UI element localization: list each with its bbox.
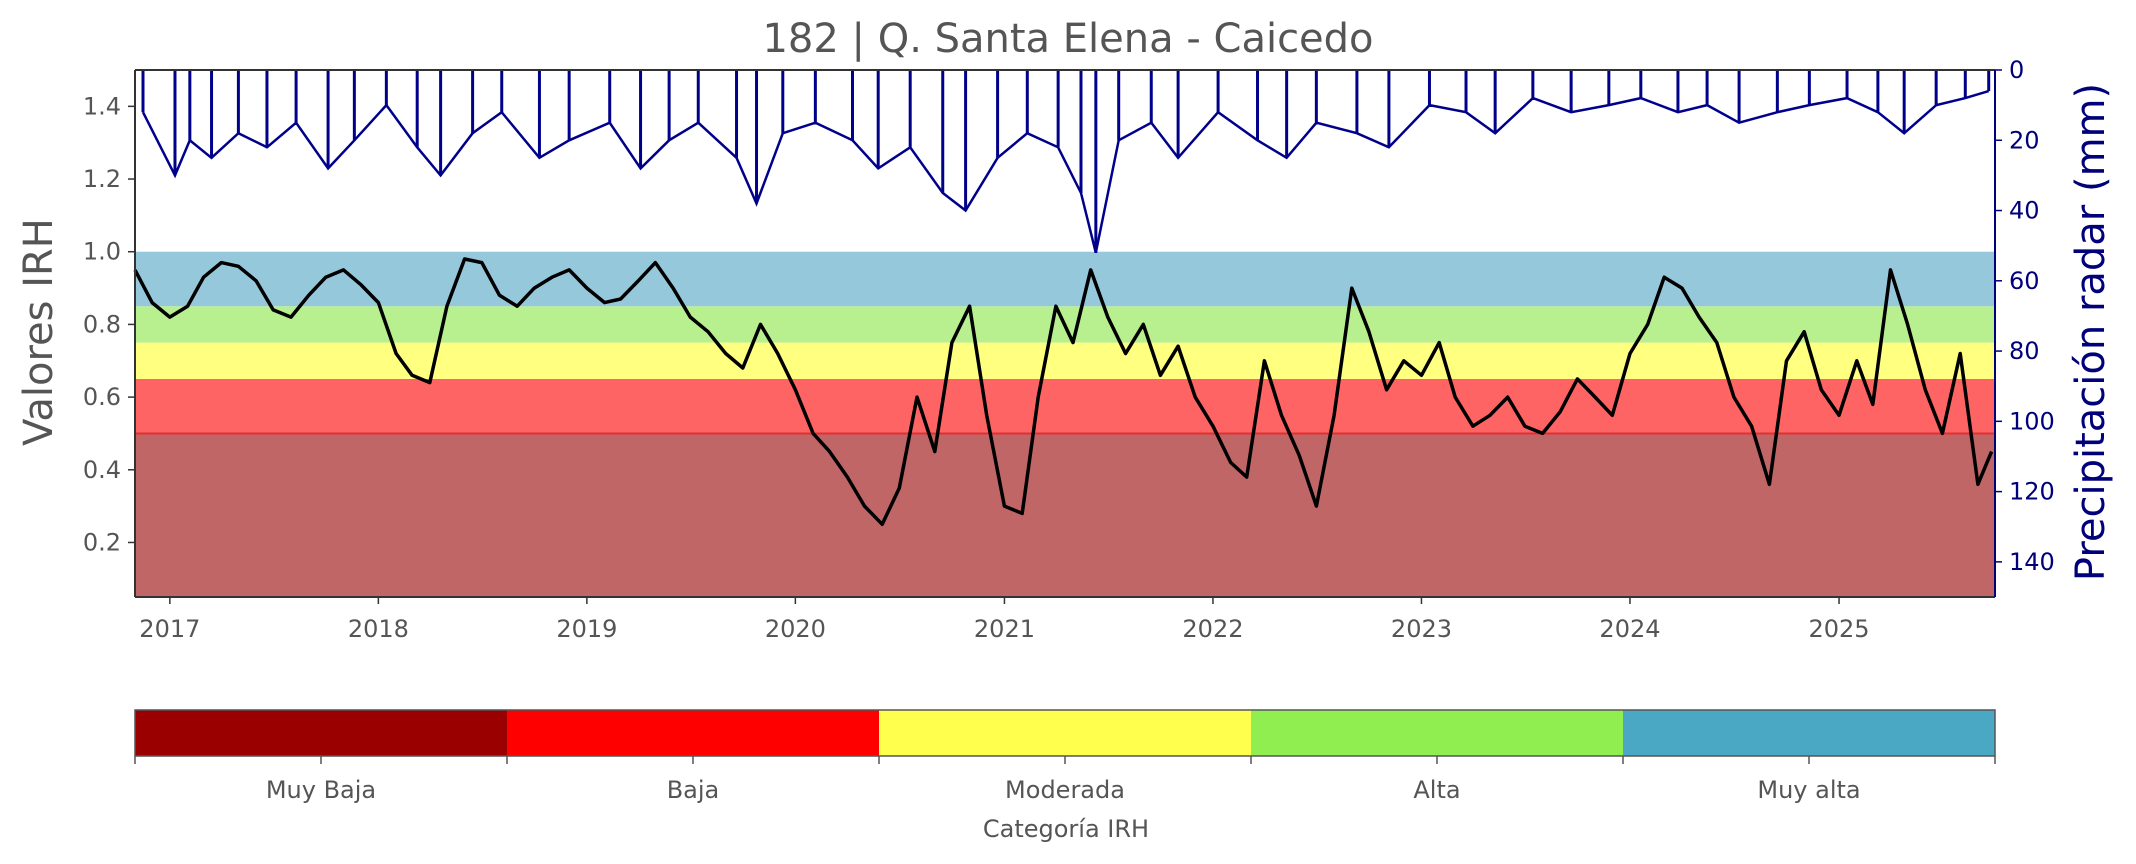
x-tick-label-2020: 2020: [765, 615, 826, 643]
y-right-tick-label-120: 120: [2009, 478, 2055, 506]
colorbar-frame: [134, 709, 1996, 757]
y-tick-label-0.4: 0.4: [83, 456, 121, 484]
category-bands: [135, 251, 1995, 597]
x-tick-label-2018: 2018: [348, 615, 409, 643]
y-tick-label-0.2: 0.2: [83, 528, 121, 556]
x-tick-label-2022: 2022: [1182, 615, 1243, 643]
y-right-tick-label-100: 100: [2009, 407, 2055, 435]
y-tick-label-1.2: 1.2: [83, 165, 121, 193]
y-tick-label-0.8: 0.8: [83, 310, 121, 338]
x-tick-label-2025: 2025: [1809, 615, 1870, 643]
x-tick-label-2023: 2023: [1391, 615, 1452, 643]
y-axis-label: Valores IRH: [16, 218, 62, 446]
band-baja: [135, 378, 1995, 434]
precip-line: [141, 89, 1990, 254]
colorbar-label-alta: Alta: [1413, 776, 1460, 804]
band-moderada: [135, 342, 1995, 379]
x-axis-ticks: 2017 2018 2019 2020 2021 2022 2023 2024 2025: [139, 597, 1870, 643]
colorbar-swatch-baja: [507, 710, 879, 756]
y-right-tick-label-60: 60: [2009, 267, 2040, 295]
colorbar-label-moderada: Moderada: [1005, 776, 1125, 804]
y-right-tick-label-20: 20: [2009, 126, 2040, 154]
y-tick-label-1.0: 1.0: [83, 238, 121, 266]
colorbar-label: Categoría IRH: [983, 815, 1149, 843]
y-right-axis-label: Precipitación radar (mm): [2068, 83, 2114, 581]
y-tick-label-0.6: 0.6: [83, 383, 121, 411]
y-right-tick-label-80: 80: [2009, 337, 2040, 365]
chart-title: 182 | Q. Santa Elena - Caicedo: [762, 16, 1373, 62]
colorbar-label-baja: Baja: [667, 776, 720, 804]
x-tick-label-2021: 2021: [974, 615, 1035, 643]
plot-axes: [134, 69, 1996, 598]
y-axis-ticks: 0.2 0.4 0.6 0.8 1.0 1.2 1.4: [83, 92, 135, 556]
colorbar-swatch-muy-alta: [1623, 710, 1995, 756]
band-muy-alta: [135, 251, 1995, 307]
y-right-tick-label-140: 140: [2009, 548, 2055, 576]
y-tick-label-1.4: 1.4: [83, 92, 121, 120]
precipitation-series: [141, 70, 1991, 254]
irh-series: [133, 257, 1994, 527]
irh-line: [133, 257, 1994, 527]
y-right-tick-label-0: 0: [2009, 56, 2024, 84]
x-tick-label-2017: 2017: [139, 615, 200, 643]
x-tick-label-2024: 2024: [1599, 615, 1660, 643]
colorbar-swatch-moderada: [879, 710, 1251, 756]
colorbar-swatch-alta: [1251, 710, 1623, 756]
y-right-tick-label-40: 40: [2009, 197, 2040, 225]
colorbar-label-muy-alta: Muy alta: [1757, 776, 1860, 804]
colorbar-label-muy-baja: Muy Baja: [266, 776, 376, 804]
category-colorbar: Muy Baja Baja Moderada Alta Muy alta: [134, 709, 1996, 804]
colorbar-swatch-muy-baja: [135, 710, 507, 756]
band-muy-baja: [135, 433, 1995, 597]
y-right-axis-ticks: 0 20 40 60 80 100 120 140: [1995, 56, 2055, 576]
x-tick-label-2019: 2019: [556, 615, 617, 643]
